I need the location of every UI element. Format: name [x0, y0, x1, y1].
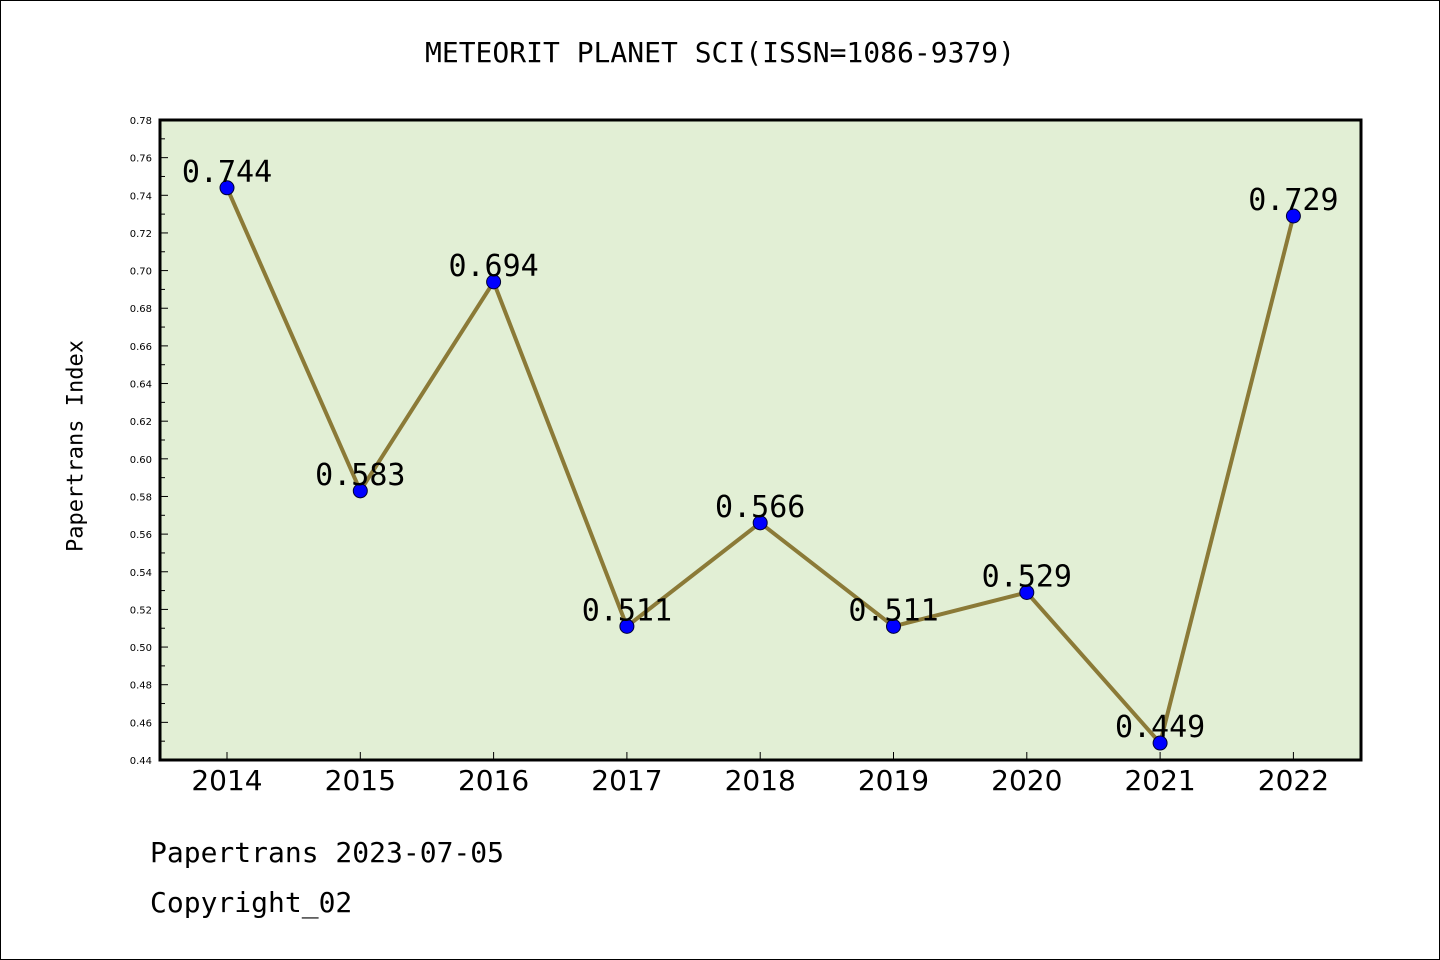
y-tick-label: 0.70 — [130, 267, 152, 278]
x-tick-label: 2017 — [591, 764, 662, 797]
plot-area — [158, 118, 1363, 762]
y-tick-label: 0.48 — [130, 681, 152, 692]
x-tick-label: 2015 — [325, 764, 396, 797]
data-label: 0.729 — [1248, 183, 1338, 218]
x-tick-label: 2018 — [725, 764, 796, 797]
data-label: 0.511 — [582, 593, 672, 628]
y-tick-label: 0.60 — [130, 455, 152, 466]
y-tick-label: 0.54 — [130, 568, 152, 579]
data-point — [1019, 584, 1035, 600]
y-tick-label: 0.76 — [130, 154, 152, 165]
x-tick-label: 2014 — [191, 764, 262, 797]
data-label: 0.583 — [315, 458, 405, 493]
data-label: 0.744 — [182, 155, 272, 190]
y-tick-label: 0.46 — [130, 718, 152, 729]
data-label: 0.566 — [715, 490, 805, 525]
chart-title: METEORIT PLANET SCI(ISSN=1086-9379) — [424, 36, 1015, 69]
y-tick-label: 0.56 — [130, 530, 152, 541]
y-tick-label: 0.78 — [130, 116, 152, 127]
data-point — [486, 274, 502, 290]
y-tick-label: 0.66 — [130, 342, 152, 353]
data-label: 0.529 — [982, 559, 1072, 594]
data-point — [752, 515, 768, 531]
footer-date: Papertrans 2023-07-05 — [150, 836, 505, 869]
y-tick-label: 0.58 — [130, 492, 152, 503]
data-label: 0.511 — [848, 593, 938, 628]
y-tick-label: 0.68 — [130, 304, 152, 315]
data-label: 0.449 — [1115, 710, 1205, 745]
y-tick-label: 0.64 — [130, 380, 152, 391]
x-tick-label: 2021 — [1124, 764, 1195, 797]
y-tick-label: 0.72 — [130, 229, 152, 240]
data-point — [219, 180, 235, 196]
data-point — [619, 618, 635, 634]
data-point — [352, 483, 368, 499]
y-tick-label: 0.44 — [130, 756, 152, 767]
data-label: 0.694 — [448, 249, 538, 284]
y-tick-label: 0.52 — [130, 605, 152, 616]
data-point — [1152, 735, 1168, 751]
data-point — [1285, 208, 1301, 224]
x-tick-label: 2020 — [991, 764, 1062, 797]
x-axis: 2014 2015 2016 2017 2018 2019 2020 2021 2022 — [191, 752, 1329, 797]
x-tick-label: 2019 — [858, 764, 929, 797]
x-tick-label: 2022 — [1258, 764, 1329, 797]
y-axis: 0.44 0.46 0.48 0.50 0.52 0.54 0.56 0.58 0.60 0.62… — [130, 116, 168, 767]
series-markers — [219, 180, 1301, 751]
data-point — [886, 618, 901, 634]
y-tick-label: 0.50 — [130, 643, 152, 654]
footer-copyright: Copyright_02 — [150, 886, 353, 919]
data-labels: 0.744 0.583 0.694 0.511 0.566 0.511 0.529 0.449… — [182, 155, 1339, 745]
y-tick-label: 0.74 — [130, 191, 152, 202]
x-tick-label: 2016 — [458, 764, 529, 797]
y-tick-label: 0.62 — [130, 417, 152, 428]
